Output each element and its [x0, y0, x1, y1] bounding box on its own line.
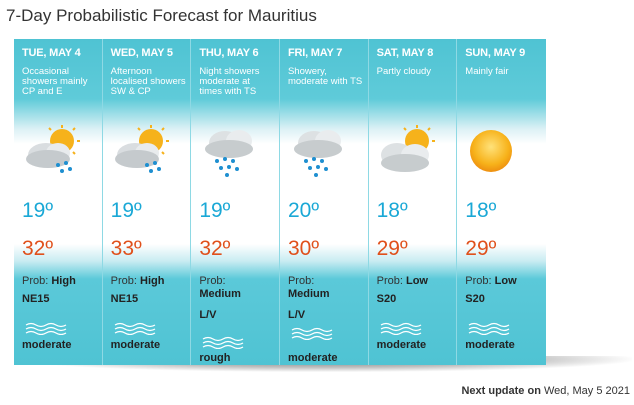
day-description: Partly cloudy — [376, 66, 432, 77]
sea-state: rough — [199, 352, 231, 364]
probability: Prob: Low — [377, 275, 455, 288]
min-temperature: 19º — [110, 199, 142, 222]
day-name: TUE, MAY 4 — [22, 47, 81, 59]
prob-value: Medium — [287, 288, 330, 300]
day-card-sun: SUN, MAY 9 Mainly fair 18º 29º Prob: Low… — [457, 39, 546, 365]
wind: L/V — [287, 309, 306, 321]
sea-state: moderate — [287, 352, 338, 364]
prob-value: Low — [494, 275, 517, 287]
wave-icon — [25, 322, 67, 335]
prob-label: Prob: — [465, 275, 492, 287]
probability: Prob: High — [22, 275, 100, 288]
day-name: FRI, MAY 7 — [287, 47, 343, 59]
day-card-fri: FRI, MAY 7 Showery, moderate with TS 20º… — [279, 39, 369, 365]
sea-state: moderate — [110, 339, 161, 351]
day-card-wed: WED, MAY 5 Afternoon localised showers S… — [102, 39, 192, 365]
probability: Prob: High — [111, 275, 189, 288]
day-description: Afternoon localised showers SW & CP — [110, 66, 186, 97]
wind: L/V — [199, 309, 217, 321]
wave-icon — [380, 322, 421, 335]
sea-state: moderate — [465, 339, 515, 351]
wind: S20 — [465, 293, 485, 305]
sun-cloud-rain-icon — [114, 125, 169, 173]
day-description: Night showers moderate at times with TS — [199, 66, 260, 97]
day-card-tue: TUE, MAY 4 Occasional showers mainly CP … — [14, 39, 103, 365]
next-update: Next update on Wed, May 5 2021 — [461, 385, 630, 397]
sea-state: moderate — [376, 339, 427, 351]
wind: NE15 — [22, 293, 50, 305]
prob-value: Low — [405, 275, 428, 287]
wind: NE15 — [110, 293, 139, 305]
min-temperature: 20º — [287, 199, 319, 222]
min-temperature: 19º — [22, 199, 54, 222]
cloud-rain-icon — [205, 130, 254, 177]
day-name: WED, MAY 5 — [110, 47, 173, 59]
page-title: 7-Day Probabilistic Forecast for Mauriti… — [6, 6, 317, 25]
prob-label: Prob: — [199, 275, 226, 287]
min-temperature: 18º — [465, 199, 497, 222]
prob-value: High — [140, 275, 165, 287]
forecast-board: TUE, MAY 4 Occasional showers mainly CP … — [14, 39, 546, 365]
wave-icon — [202, 336, 244, 349]
wind: S20 — [376, 293, 397, 305]
prob-label: Prob: — [376, 275, 403, 287]
max-temperature: 29º — [376, 237, 408, 260]
prob-label: Prob: — [110, 275, 137, 287]
max-temperature: 32º — [22, 237, 54, 260]
probability: Prob: Medium — [199, 275, 277, 301]
wave-icon — [114, 322, 155, 335]
day-description: Showery, moderate with TS — [287, 66, 363, 87]
min-temperature: 19º — [199, 199, 231, 222]
day-name: SUN, MAY 9 — [465, 47, 526, 59]
max-temperature: 32º — [199, 237, 231, 260]
probability: Prob: Low — [465, 275, 543, 288]
prob-value: Medium — [199, 288, 241, 300]
sun-cloud-rain-icon — [26, 125, 80, 173]
day-description: Occasional showers mainly CP and E — [22, 66, 88, 97]
day-card-thu: THU, MAY 6 Night showers moderate at tim… — [191, 39, 280, 365]
prob-label: Prob: — [287, 275, 315, 287]
day-name: THU, MAY 6 — [199, 47, 259, 59]
wave-icon — [291, 327, 333, 340]
day-description: Mainly fair — [465, 66, 509, 77]
next-update-value: Wed, May 5 2021 — [543, 385, 630, 397]
probability: Prob: Medium — [288, 275, 366, 301]
wave-icon — [468, 322, 510, 335]
min-temperature: 18º — [376, 199, 408, 222]
max-temperature: 29º — [465, 237, 497, 260]
partly-cloudy-icon — [380, 125, 435, 172]
prob-value: High — [51, 275, 76, 287]
max-temperature: 30º — [287, 237, 319, 260]
prob-label: Prob: — [22, 275, 49, 287]
cloud-rain-icon — [293, 130, 342, 177]
max-temperature: 33º — [110, 237, 142, 260]
next-update-label: Next update on — [461, 385, 541, 397]
sea-state: moderate — [22, 339, 72, 351]
day-card-sat: SAT, MAY 8 Partly cloudy 18º 29º Prob: L… — [368, 39, 458, 365]
day-name: SAT, MAY 8 — [376, 47, 434, 59]
sun-icon — [470, 130, 513, 172]
